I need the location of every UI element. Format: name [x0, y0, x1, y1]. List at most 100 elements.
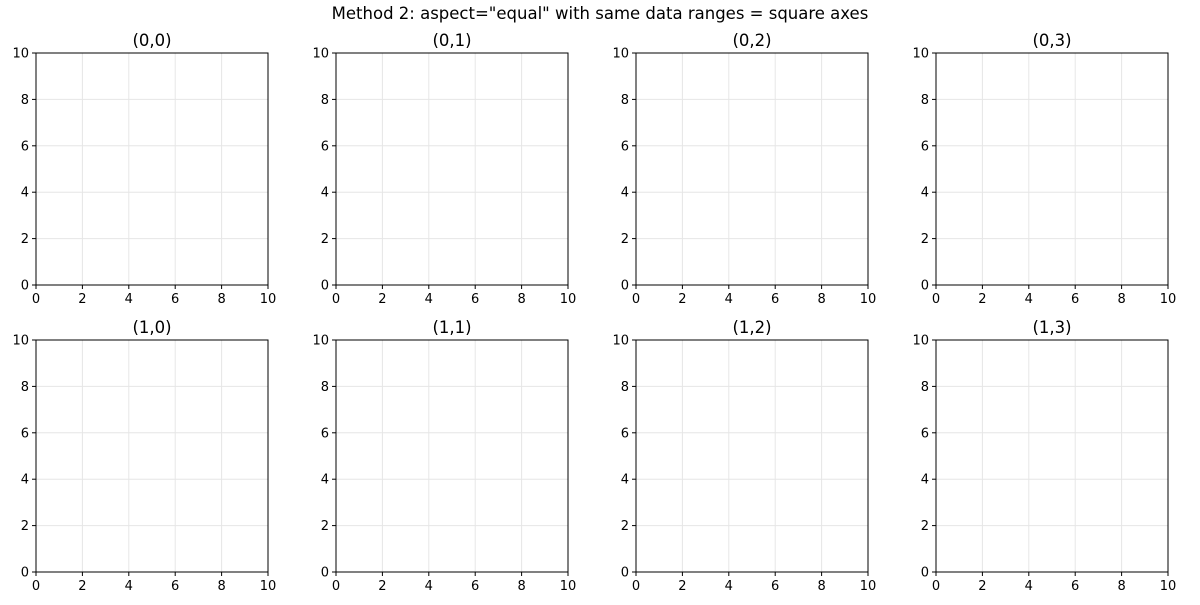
x-tick-label: 6 [1071, 292, 1079, 307]
x-tick-label: 8 [517, 579, 525, 594]
x-tick-label: 10 [560, 579, 577, 594]
x-tick-label: 2 [978, 292, 986, 307]
axes-grid: 0 2 4 6 8 10 0 2 4 6 8 10 (0,0) 0 2 4 6 8 10 0 2 4 6 8 10 (0,1) 0 2… [12, 31, 1176, 594]
y-tick-label: 2 [321, 519, 329, 534]
x-tick-label: 4 [425, 579, 433, 594]
y-tick-label: 4 [921, 473, 929, 488]
y-tick-label: 8 [321, 93, 329, 108]
axes-frame [335, 339, 569, 573]
x-tick-label: 4 [725, 579, 733, 594]
y-tick-label: 2 [321, 232, 329, 247]
y-tick-label: 0 [921, 279, 929, 294]
plot-area [636, 53, 868, 285]
y-tick-label: 0 [621, 279, 629, 294]
y-tick-label: 10 [612, 47, 629, 62]
x-tick-label: 10 [860, 579, 877, 594]
subplot-title: (1,3) [1032, 318, 1071, 337]
y-tick-label: 4 [621, 473, 629, 488]
x-tick-label: 4 [1025, 292, 1033, 307]
x-tick-label: 0 [332, 579, 340, 594]
axes-frame [935, 339, 1169, 573]
subplot-1: 0 2 4 6 8 10 0 2 4 6 8 10 (0,1) [312, 31, 576, 307]
x-tick-label: 10 [860, 292, 877, 307]
y-tick-label: 0 [21, 566, 29, 581]
x-tick-label: 8 [517, 292, 525, 307]
y-tick-label: 6 [21, 426, 29, 441]
subplot-7: 0 2 4 6 8 10 0 2 4 6 8 10 (1,3) [912, 318, 1176, 594]
y-tick-label: 6 [921, 139, 929, 154]
x-tick-label: 6 [471, 292, 479, 307]
y-tick-label: 8 [921, 93, 929, 108]
x-tick-label: 10 [1160, 579, 1177, 594]
y-tick-label: 10 [12, 47, 29, 62]
y-tick-label: 0 [921, 566, 929, 581]
x-tick-label: 8 [817, 292, 825, 307]
subplot-2: 0 2 4 6 8 10 0 2 4 6 8 10 (0,2) [612, 31, 876, 307]
x-tick-label: 4 [125, 292, 133, 307]
plot-area [36, 340, 268, 572]
plot-area [936, 53, 1168, 285]
y-tick-label: 8 [921, 380, 929, 395]
x-tick-label: 0 [932, 579, 940, 594]
x-tick-label: 0 [932, 292, 940, 307]
x-tick-label: 8 [817, 579, 825, 594]
x-tick-label: 0 [632, 579, 640, 594]
x-tick-label: 10 [260, 292, 277, 307]
x-tick-label: 8 [1117, 292, 1125, 307]
y-tick-label: 10 [612, 334, 629, 349]
y-tick-label: 2 [621, 232, 629, 247]
x-tick-label: 6 [1071, 579, 1079, 594]
plot-area [936, 340, 1168, 572]
x-tick-label: 0 [32, 292, 40, 307]
axes-frame [335, 52, 569, 286]
subplot-4: 0 2 4 6 8 10 0 2 4 6 8 10 (1,0) [12, 318, 276, 594]
y-tick-label: 6 [321, 426, 329, 441]
y-tick-label: 10 [312, 334, 329, 349]
x-tick-label: 6 [771, 292, 779, 307]
subplot-title: (0,1) [432, 31, 471, 50]
x-tick-label: 4 [125, 579, 133, 594]
plot-area [336, 53, 568, 285]
x-tick-label: 6 [471, 579, 479, 594]
x-tick-label: 10 [1160, 292, 1177, 307]
y-tick-label: 4 [21, 473, 29, 488]
y-tick-label: 6 [321, 139, 329, 154]
y-tick-label: 10 [912, 334, 929, 349]
x-tick-label: 0 [32, 579, 40, 594]
x-tick-label: 6 [171, 579, 179, 594]
y-tick-label: 6 [621, 426, 629, 441]
y-tick-label: 0 [621, 566, 629, 581]
subplot-6: 0 2 4 6 8 10 0 2 4 6 8 10 (1,2) [612, 318, 876, 594]
y-tick-label: 8 [21, 93, 29, 108]
y-tick-label: 2 [21, 519, 29, 534]
subplot-title: (0,2) [732, 31, 771, 50]
y-tick-label: 8 [621, 93, 629, 108]
x-tick-label: 0 [332, 292, 340, 307]
x-tick-label: 8 [1117, 579, 1125, 594]
y-tick-label: 4 [321, 186, 329, 201]
y-tick-label: 4 [321, 473, 329, 488]
subplot-title: (1,1) [432, 318, 471, 337]
x-tick-label: 2 [678, 292, 686, 307]
x-tick-label: 4 [1025, 579, 1033, 594]
x-tick-label: 4 [425, 292, 433, 307]
x-tick-label: 8 [217, 292, 225, 307]
y-tick-label: 10 [312, 47, 329, 62]
x-tick-label: 2 [378, 292, 386, 307]
y-tick-label: 6 [621, 139, 629, 154]
axes-frame [635, 52, 869, 286]
x-tick-label: 2 [678, 579, 686, 594]
y-tick-label: 10 [12, 334, 29, 349]
x-tick-label: 2 [78, 292, 86, 307]
subplot-5: 0 2 4 6 8 10 0 2 4 6 8 10 (1,1) [312, 318, 576, 594]
plot-area [36, 53, 268, 285]
y-tick-label: 4 [921, 186, 929, 201]
subplot-title: (1,0) [132, 318, 171, 337]
subplot-title: (1,2) [732, 318, 771, 337]
y-tick-label: 8 [321, 380, 329, 395]
y-tick-label: 2 [921, 519, 929, 534]
axes-frame [35, 339, 269, 573]
plot-area [636, 340, 868, 572]
y-tick-label: 4 [621, 186, 629, 201]
